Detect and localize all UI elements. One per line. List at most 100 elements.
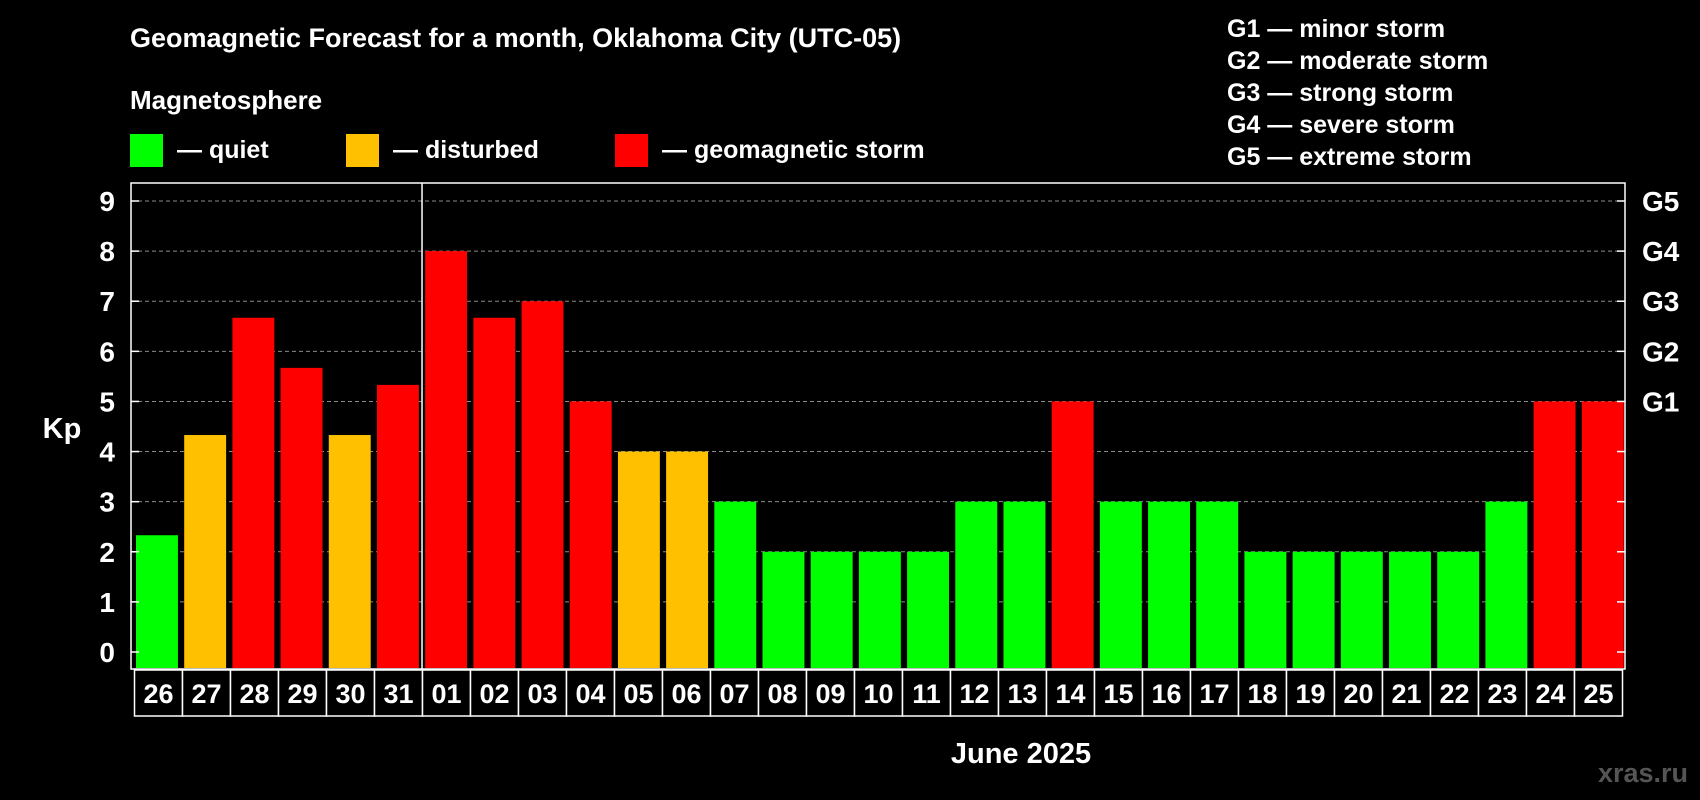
bar-06 xyxy=(666,451,709,668)
y-tick-label-3: 3 xyxy=(99,487,115,518)
x-tick-label-29: 29 xyxy=(287,679,317,709)
bar-05 xyxy=(617,451,660,668)
y-tick-label-4: 4 xyxy=(99,437,115,468)
g-level-label-G3: G3 xyxy=(1642,286,1679,317)
x-tick-label-18: 18 xyxy=(1247,679,1277,709)
x-tick-label-19: 19 xyxy=(1295,679,1325,709)
bar-25 xyxy=(1581,401,1624,668)
bar-18 xyxy=(1244,551,1287,668)
date-cell-02 xyxy=(469,669,520,717)
legend-swatch-storm xyxy=(615,134,648,167)
bar-22 xyxy=(1437,551,1480,668)
x-tick-label-21: 21 xyxy=(1391,679,1421,709)
x-tick-label-09: 09 xyxy=(815,679,845,709)
legend-swatch-disturbed xyxy=(346,134,379,167)
legend-label-quiet: — quiet xyxy=(177,136,269,164)
y-tick-label-9: 9 xyxy=(99,186,115,217)
x-tick-label-14: 14 xyxy=(1055,679,1085,709)
x-tick-label-17: 17 xyxy=(1199,679,1229,709)
x-tick-label-08: 08 xyxy=(767,679,797,709)
x-tick-label-11: 11 xyxy=(912,679,941,709)
x-tick-label-05: 05 xyxy=(623,679,653,709)
x-tick-label-13: 13 xyxy=(1007,679,1037,709)
y-tick-label-5: 5 xyxy=(99,386,115,417)
date-cell-19 xyxy=(1285,669,1336,717)
date-cell-13 xyxy=(997,669,1048,717)
date-cell-08 xyxy=(757,669,808,717)
x-axis-date-cells: 26 27 28 29 30 31 01 02 03 04 05 06 07 08 09 10 11 12 13 14… xyxy=(133,669,1624,717)
x-tick-label-26: 26 xyxy=(143,679,173,709)
x-tick-label-23: 23 xyxy=(1487,679,1517,709)
g-scale-g3: G3 — strong storm xyxy=(1227,79,1453,107)
bar-04 xyxy=(569,401,612,668)
x-tick-label-12: 12 xyxy=(959,679,989,709)
bar-15 xyxy=(1099,501,1142,668)
x-tick-label-03: 03 xyxy=(527,679,557,709)
y-tick-label-2: 2 xyxy=(99,537,115,568)
bar-01 xyxy=(425,251,468,668)
g-level-label-G4: G4 xyxy=(1642,236,1680,267)
x-tick-label-25: 25 xyxy=(1583,679,1613,709)
bar-23 xyxy=(1485,501,1528,668)
x-tick-label-10: 10 xyxy=(863,679,893,709)
x-tick-label-22: 22 xyxy=(1439,679,1469,709)
bar-24 xyxy=(1533,401,1576,668)
legend-title: Magnetosphere xyxy=(130,85,322,115)
x-tick-label-01: 01 xyxy=(431,679,461,709)
x-tick-label-04: 04 xyxy=(575,679,605,709)
x-tick-label-15: 15 xyxy=(1103,679,1133,709)
watermark: xras.ru xyxy=(1598,758,1688,788)
g-scale-g4: G4 — severe storm xyxy=(1227,111,1455,139)
legend-label-disturbed: — disturbed xyxy=(393,136,539,164)
date-cell-31 xyxy=(373,669,424,717)
date-cell-04 xyxy=(565,669,616,717)
bar-26 xyxy=(136,535,178,668)
bar-31 xyxy=(376,384,419,668)
bar-03 xyxy=(521,301,564,668)
date-cell-23 xyxy=(1477,669,1528,717)
y-tick-label-6: 6 xyxy=(99,336,115,367)
legend-swatch-quiet xyxy=(130,134,163,167)
bar-17 xyxy=(1196,501,1239,668)
x-tick-label-02: 02 xyxy=(479,679,509,709)
axes: 0 1 2 3 4 5 6 7 8 9 G1 G2 G3 G4 G5 xyxy=(99,182,1680,670)
bar-19 xyxy=(1292,551,1335,668)
g-level-label-G1: G1 xyxy=(1642,386,1679,417)
bar-13 xyxy=(1003,501,1046,668)
x-tick-label-20: 20 xyxy=(1343,679,1373,709)
date-cell-24 xyxy=(1525,669,1576,717)
bar-30 xyxy=(328,435,371,668)
bar-27 xyxy=(184,435,227,668)
g-scale-g2: G2 — moderate storm xyxy=(1227,47,1488,75)
g-level-label-G2: G2 xyxy=(1642,336,1679,367)
legend: — quiet — disturbed — geomagnetic storm xyxy=(130,134,925,167)
date-cell-22 xyxy=(1429,669,1480,717)
date-cell-10 xyxy=(853,669,904,717)
bar-14 xyxy=(1051,401,1094,668)
bar-20 xyxy=(1340,551,1383,668)
g-scale-legend: G1 — minor storm G2 — moderate storm G3 … xyxy=(1227,15,1488,171)
bar-28 xyxy=(232,317,275,668)
x-tick-label-07: 07 xyxy=(719,679,749,709)
date-cell-16 xyxy=(1141,669,1192,717)
bar-11 xyxy=(907,551,950,668)
chart-title: Geomagnetic Forecast for a month, Oklaho… xyxy=(130,23,901,53)
bar-21 xyxy=(1389,551,1431,668)
date-cell-25 xyxy=(1573,669,1624,717)
bar-09 xyxy=(810,551,853,668)
date-cell-06 xyxy=(661,669,712,717)
date-cell-18 xyxy=(1237,669,1288,717)
plot-frame xyxy=(130,182,1626,670)
date-cell-27 xyxy=(181,669,232,717)
x-tick-label-16: 16 xyxy=(1151,679,1181,709)
bar-10 xyxy=(858,551,901,668)
x-axis-label: June 2025 xyxy=(951,738,1091,770)
y-tick-label-1: 1 xyxy=(99,587,115,618)
y-tick-label-8: 8 xyxy=(99,236,115,267)
date-cell-12 xyxy=(949,669,1000,717)
date-cell-30 xyxy=(325,669,376,717)
x-tick-label-06: 06 xyxy=(671,679,701,709)
bars xyxy=(136,251,1624,668)
x-tick-label-30: 30 xyxy=(335,679,365,709)
